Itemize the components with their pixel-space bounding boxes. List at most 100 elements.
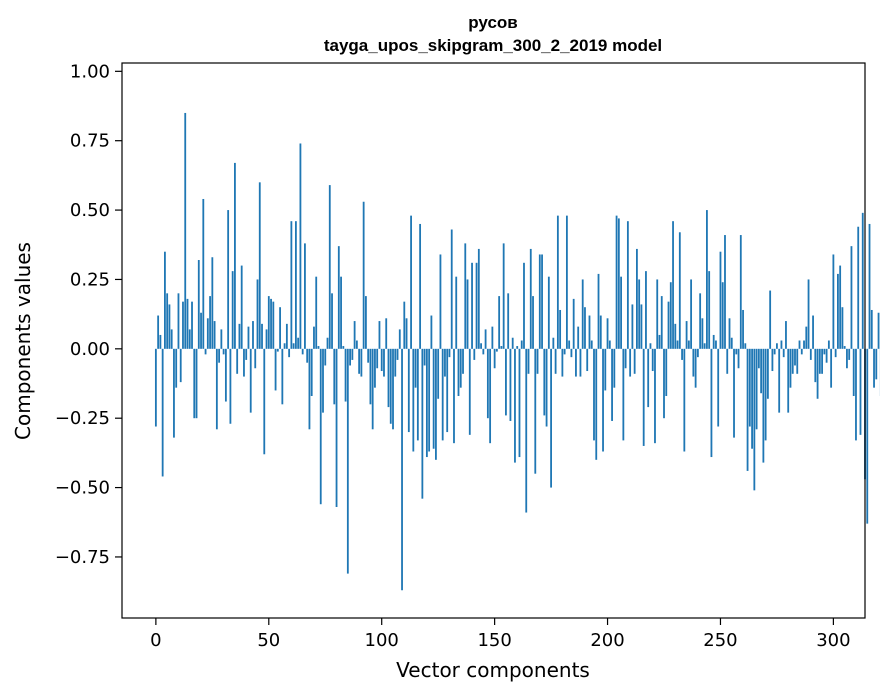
bar	[367, 348, 370, 363]
bar	[335, 348, 338, 507]
bar	[769, 290, 772, 349]
bar	[611, 348, 613, 421]
bar	[493, 348, 496, 369]
bar	[403, 301, 406, 349]
bar	[297, 337, 300, 349]
bar	[414, 348, 417, 388]
bar	[261, 323, 263, 349]
bar	[349, 348, 351, 366]
bar	[164, 251, 166, 349]
bar	[380, 348, 383, 372]
bar	[495, 348, 498, 352]
bar	[432, 348, 435, 449]
bar	[547, 276, 550, 349]
bar	[179, 348, 182, 383]
bar	[852, 348, 855, 396]
bar	[757, 348, 760, 369]
bar	[850, 246, 853, 349]
bar	[227, 210, 230, 349]
bar	[656, 279, 659, 349]
bar	[313, 326, 315, 349]
bar	[211, 257, 214, 349]
bar	[791, 348, 794, 374]
bar	[301, 348, 304, 355]
bar	[807, 279, 810, 349]
bar	[425, 348, 428, 458]
bar	[529, 248, 532, 349]
bar	[509, 348, 512, 421]
bar	[358, 348, 361, 374]
bar	[412, 348, 415, 452]
bar	[837, 273, 839, 349]
bar	[615, 215, 618, 349]
bar	[439, 254, 442, 349]
bar	[870, 309, 873, 349]
bar	[782, 348, 785, 358]
bar	[690, 279, 693, 349]
bar	[645, 271, 647, 349]
bar	[502, 243, 505, 349]
bar	[444, 348, 446, 377]
bar	[667, 301, 670, 349]
bar	[175, 348, 178, 388]
bar	[654, 348, 656, 444]
bar	[204, 348, 207, 355]
bar	[304, 243, 306, 349]
bar	[405, 318, 408, 349]
bar	[771, 348, 774, 372]
bar	[527, 348, 530, 374]
bar	[326, 337, 329, 349]
bar	[365, 296, 367, 349]
bar	[407, 348, 410, 433]
bar	[873, 348, 875, 388]
bar	[739, 235, 742, 349]
bar	[191, 301, 193, 349]
bar	[694, 348, 697, 388]
bar	[552, 337, 555, 349]
bar	[254, 348, 257, 369]
bar	[719, 251, 722, 349]
bar	[294, 221, 297, 349]
bar	[256, 279, 259, 349]
bar	[276, 348, 279, 352]
x-tick-label: 100	[365, 630, 399, 651]
bar	[238, 323, 241, 349]
bar	[746, 348, 749, 471]
bar	[389, 348, 392, 424]
bar	[229, 348, 232, 424]
bar	[202, 198, 205, 349]
bar	[762, 348, 765, 463]
bar	[374, 348, 376, 388]
bar	[369, 348, 372, 405]
bar	[500, 346, 503, 349]
bar	[272, 301, 275, 349]
bar	[435, 348, 437, 460]
bar	[640, 304, 643, 349]
bar	[532, 296, 534, 349]
bar	[608, 340, 611, 349]
bar	[480, 343, 482, 349]
bar	[726, 348, 729, 374]
bar	[717, 348, 720, 427]
bar	[818, 348, 821, 374]
bar	[857, 226, 860, 349]
bar	[398, 329, 401, 349]
bar	[855, 348, 857, 441]
bar	[735, 348, 738, 355]
bar	[631, 304, 634, 349]
bar	[789, 348, 792, 388]
bar	[218, 348, 221, 363]
bar	[633, 348, 636, 374]
bar	[744, 343, 747, 349]
bar	[620, 276, 622, 349]
x-tick-label: 0	[150, 630, 161, 651]
chart-subtitle: tayga_upos_skipgram_300_2_2019 model	[324, 36, 662, 55]
bar	[755, 348, 758, 430]
bar	[464, 243, 467, 349]
bar	[441, 348, 444, 441]
bar	[554, 348, 557, 374]
bar	[518, 348, 521, 458]
bar	[245, 348, 248, 360]
bar	[505, 348, 507, 416]
